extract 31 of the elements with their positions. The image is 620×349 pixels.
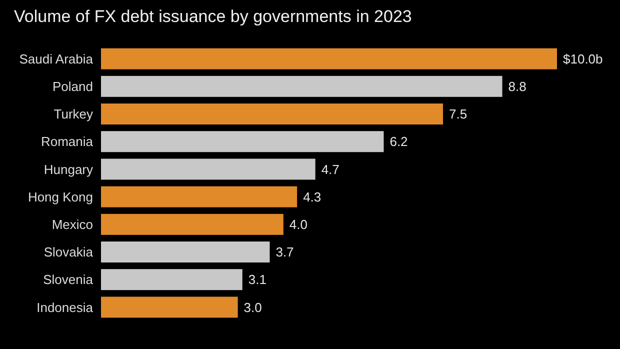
y-tick-label: Hungary bbox=[44, 162, 94, 177]
bar bbox=[101, 269, 242, 290]
bar bbox=[101, 158, 316, 180]
y-tick-label: Mexico bbox=[52, 216, 93, 232]
y-tick-label: Turkey bbox=[54, 106, 94, 122]
bar bbox=[101, 296, 238, 318]
chart-title: Volume of FX debt issuance by governments in 2023 bbox=[14, 7, 412, 26]
bar bbox=[101, 131, 384, 152]
y-tick-label: Poland bbox=[52, 78, 93, 94]
bar bbox=[101, 186, 298, 208]
y-tick-label: Saudi Arabia bbox=[19, 51, 94, 66]
data-label: 6.2 bbox=[390, 134, 408, 150]
bar bbox=[101, 214, 284, 235]
data-label: 4.0 bbox=[289, 216, 308, 232]
data-label: 3.1 bbox=[248, 272, 266, 288]
y-tick-label: Indonesia bbox=[36, 300, 94, 315]
y-tick-label: Slovenia bbox=[43, 272, 94, 288]
data-label: 4.7 bbox=[321, 162, 340, 177]
y-tick-label: Romania bbox=[40, 134, 94, 150]
data-label: 8.8 bbox=[508, 78, 526, 94]
data-label: 3.0 bbox=[244, 300, 262, 315]
data-label: $10.0b bbox=[563, 51, 603, 66]
bar bbox=[101, 242, 270, 262]
data-label: 4.3 bbox=[303, 189, 322, 204]
bar bbox=[101, 104, 443, 124]
data-label: 3.7 bbox=[276, 244, 294, 260]
bar bbox=[101, 76, 502, 97]
bar bbox=[101, 48, 557, 70]
data-label: 7.5 bbox=[449, 106, 468, 122]
y-tick-label: Hong Kong bbox=[28, 189, 93, 204]
y-tick-label: Slovakia bbox=[44, 244, 94, 260]
